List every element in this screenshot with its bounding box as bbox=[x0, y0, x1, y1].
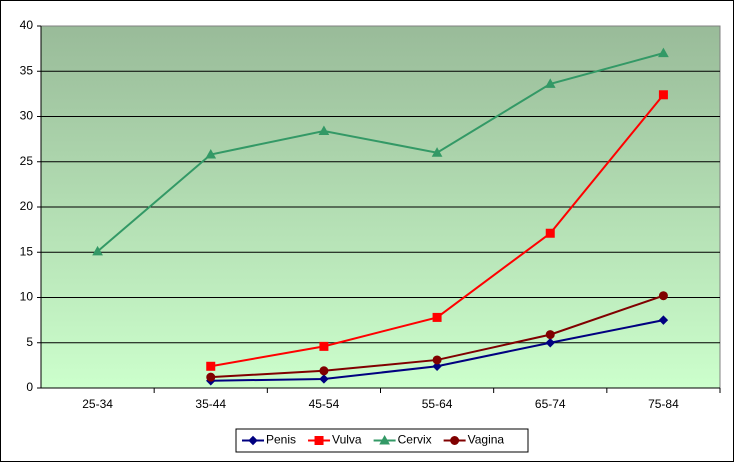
legend-marker bbox=[248, 435, 258, 446]
x-tick-label: 25-34 bbox=[82, 397, 113, 411]
y-tick-label: 20 bbox=[20, 199, 34, 213]
data-point bbox=[206, 372, 216, 382]
data-point bbox=[658, 291, 668, 301]
legend-label: Penis bbox=[266, 433, 296, 447]
y-tick-label: 10 bbox=[20, 290, 34, 304]
data-point bbox=[658, 315, 669, 325]
legend-marker bbox=[379, 434, 390, 445]
y-tick-label: 15 bbox=[20, 244, 34, 258]
x-tick-label: 45-54 bbox=[309, 397, 340, 411]
data-point bbox=[544, 78, 556, 88]
legend-label: Cervix bbox=[398, 433, 432, 447]
x-tick-label: 55-64 bbox=[422, 397, 453, 411]
data-point bbox=[658, 47, 669, 58]
data-point bbox=[318, 125, 330, 135]
y-tick-label: 5 bbox=[26, 335, 33, 349]
legend-label: Vagina bbox=[468, 433, 505, 447]
y-tick-label: 40 bbox=[20, 18, 34, 32]
data-point bbox=[319, 374, 329, 384]
data-point bbox=[432, 361, 442, 371]
x-tick-label: 35-44 bbox=[195, 397, 226, 411]
data-point bbox=[205, 148, 217, 159]
y-tick-label: 30 bbox=[20, 109, 34, 123]
x-tick-label: 75-84 bbox=[648, 397, 679, 411]
data-point bbox=[206, 361, 216, 371]
data-point bbox=[545, 228, 555, 238]
y-tick-label: 0 bbox=[26, 380, 33, 394]
data-point bbox=[431, 147, 443, 157]
data-point bbox=[319, 366, 329, 376]
data-point bbox=[545, 330, 555, 340]
x-tick-label: 65-74 bbox=[535, 397, 566, 411]
data-point bbox=[92, 245, 103, 256]
legend-marker bbox=[450, 436, 460, 445]
data-point bbox=[319, 341, 329, 351]
data-point bbox=[658, 90, 668, 100]
y-tick-label: 35 bbox=[20, 63, 34, 77]
data-point bbox=[432, 312, 442, 322]
y-tick-label: 25 bbox=[20, 154, 34, 168]
legend-label: Vulva bbox=[332, 433, 362, 447]
series-line bbox=[96, 52, 664, 253]
legend-marker bbox=[314, 436, 324, 445]
data-point bbox=[432, 355, 442, 365]
data-point bbox=[545, 338, 555, 348]
